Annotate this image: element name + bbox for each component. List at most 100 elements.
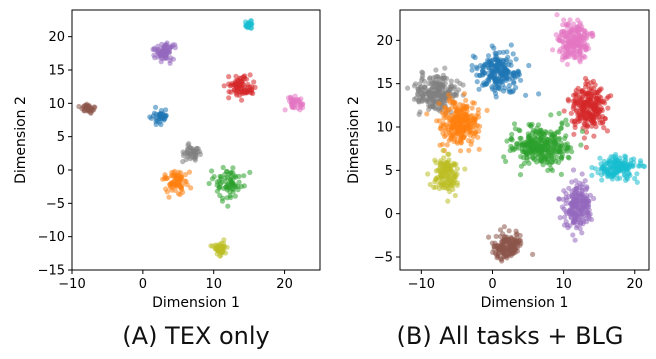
scatter-point <box>536 91 542 97</box>
scatter-point <box>474 66 480 72</box>
scatter-point <box>457 80 463 86</box>
scatter-point <box>440 83 446 89</box>
scatter-point <box>453 89 460 96</box>
scatter-point <box>514 141 520 147</box>
scatter-point <box>577 20 583 26</box>
scatter-point <box>432 85 438 91</box>
scatter-point <box>550 47 556 53</box>
scatter-point <box>454 182 460 188</box>
scatter-point <box>569 179 575 185</box>
scatter-point <box>632 175 638 182</box>
x-tick-label: 0 <box>139 277 147 292</box>
scatter-point <box>451 160 457 166</box>
scatter-point <box>540 162 546 168</box>
scatter-point <box>605 170 611 176</box>
scatter-point <box>448 78 454 84</box>
y-tick-label: 20 <box>376 34 393 49</box>
scatter-point <box>600 98 606 104</box>
panel-a-y-axis-label: Dimension 2 <box>13 96 29 184</box>
scatter-point <box>563 117 569 123</box>
scatter-point <box>492 56 498 62</box>
y-tick-label: 0 <box>385 207 393 222</box>
scatter-point <box>573 193 579 199</box>
scatter-point <box>508 136 514 142</box>
scatter-point <box>561 17 567 23</box>
scatter-point <box>424 96 430 102</box>
scatter-point <box>438 76 444 82</box>
scatter-point <box>631 160 637 166</box>
scatter-point <box>587 192 594 198</box>
scatter-point <box>241 173 247 179</box>
scatter-point <box>224 195 230 201</box>
scatter-point <box>526 134 532 140</box>
y-tick-label: 0 <box>57 164 65 179</box>
scatter-point <box>476 146 482 152</box>
scatter-point <box>436 86 442 92</box>
scatter-point <box>178 185 184 191</box>
scatter-point <box>419 87 425 93</box>
scatter-point <box>431 80 437 86</box>
scatter-point <box>583 195 589 201</box>
scatter-point <box>623 177 629 183</box>
scatter-point <box>500 58 506 64</box>
scatter-point <box>569 202 575 208</box>
scatter-point <box>607 158 613 165</box>
scatter-point <box>174 180 180 187</box>
scatter-point <box>233 73 239 79</box>
scatter-point <box>206 180 212 187</box>
scatter-point <box>236 179 242 185</box>
scatter-point <box>470 124 476 130</box>
scatter-point <box>581 135 588 141</box>
scatter-point <box>601 125 607 131</box>
panel-b-cluster-3 <box>405 65 466 117</box>
scatter-point <box>444 123 450 130</box>
scatter-point <box>508 253 514 259</box>
scatter-point <box>442 185 448 191</box>
scatter-point <box>570 209 576 216</box>
scatter-point <box>492 90 499 96</box>
y-tick-label: 15 <box>48 64 65 79</box>
scatter-point <box>603 161 609 167</box>
scatter-point <box>608 154 614 160</box>
scatter-point <box>604 128 611 134</box>
scatter-point <box>446 166 452 172</box>
panel-b-axes-frame <box>399 9 650 271</box>
scatter-point <box>495 65 501 71</box>
scatter-point <box>420 92 426 98</box>
y-tick-label: −5 <box>374 251 393 266</box>
y-tick-label: 10 <box>376 121 393 136</box>
scatter-point <box>584 35 590 41</box>
scatter-point <box>580 204 586 210</box>
scatter-point <box>586 116 592 122</box>
scatter-point <box>553 32 559 38</box>
scatter-point <box>435 167 441 173</box>
scatter-point <box>184 150 191 156</box>
scatter-point <box>474 79 480 85</box>
panel-a-cluster-1 <box>242 18 255 31</box>
scatter-point <box>182 178 188 184</box>
scatter-point <box>559 120 565 126</box>
scatter-point <box>518 154 524 160</box>
scatter-point <box>547 152 553 158</box>
scatter-point <box>575 29 581 36</box>
panel-b-x-axis-label: Dimension 1 <box>481 295 569 311</box>
scatter-point <box>564 53 570 60</box>
scatter-point <box>557 47 563 53</box>
scatter-point <box>614 163 620 169</box>
scatter-point <box>577 102 583 109</box>
scatter-point <box>442 65 448 71</box>
scatter-point <box>497 243 503 249</box>
scatter-point <box>169 169 175 176</box>
scatter-point <box>464 124 470 130</box>
scatter-point <box>574 40 580 46</box>
scatter-point <box>509 131 515 137</box>
scatter-point <box>579 230 585 236</box>
scatter-point <box>590 109 596 115</box>
y-tick-label: −15 <box>38 264 65 279</box>
scatter-point <box>563 191 569 197</box>
scatter-point <box>506 82 513 88</box>
scatter-point <box>503 158 509 164</box>
scatter-point <box>247 169 253 175</box>
scatter-point <box>294 96 300 103</box>
